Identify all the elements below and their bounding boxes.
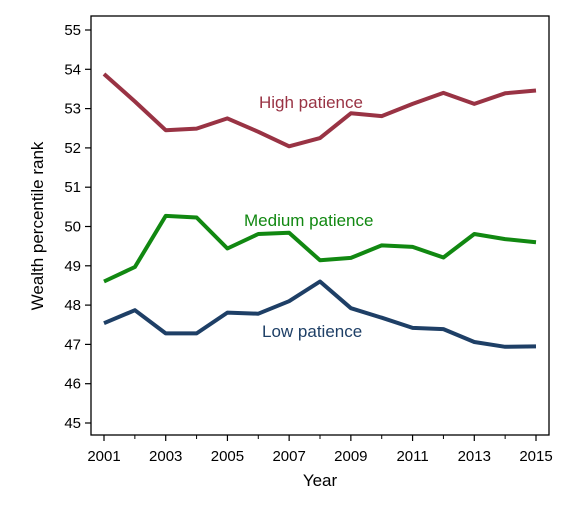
x-tick-label: 2003 [149, 448, 182, 465]
series-line-low-patience [103, 279, 537, 349]
series-lines [102, 72, 537, 349]
series-labels: High patience Medium patience Low patien… [244, 93, 373, 341]
y-axis: 45 46 47 48 49 50 51 52 53 54 55 [64, 22, 91, 432]
series-line-high-patience [102, 72, 537, 149]
x-tick-label: 2015 [519, 448, 552, 465]
x-tick-label: 2005 [211, 448, 244, 465]
y-tick-label: 49 [64, 258, 81, 275]
y-tick-label: 51 [64, 179, 81, 196]
x-tick-label: 2007 [272, 448, 305, 465]
series-label-medium-patience: Medium patience [244, 211, 373, 230]
x-tick-label: 2013 [458, 448, 491, 465]
x-axis: 2001 2003 2005 2007 2009 2011 2013 2015 [87, 435, 553, 465]
y-tick-label: 47 [64, 336, 81, 353]
y-tick-label: 45 [64, 415, 81, 432]
x-tick-label: 2001 [87, 448, 120, 465]
x-tick-label: 2011 [396, 448, 428, 465]
y-tick-label: 46 [64, 376, 81, 393]
series-line-medium-patience [103, 213, 537, 284]
y-tick-label: 54 [64, 61, 81, 78]
series-label-low-patience: Low patience [262, 322, 362, 341]
y-tick-label: 48 [64, 297, 81, 314]
series-label-high-patience: High patience [259, 93, 363, 112]
y-tick-label: 53 [64, 101, 81, 118]
y-axis-title: Wealth percentile rank [28, 141, 47, 310]
y-tick-label: 52 [64, 140, 81, 157]
y-tick-label: 50 [64, 219, 81, 236]
x-axis-title: Year [303, 471, 338, 490]
x-tick-label: 2009 [334, 448, 367, 465]
y-tick-label: 55 [64, 22, 81, 39]
